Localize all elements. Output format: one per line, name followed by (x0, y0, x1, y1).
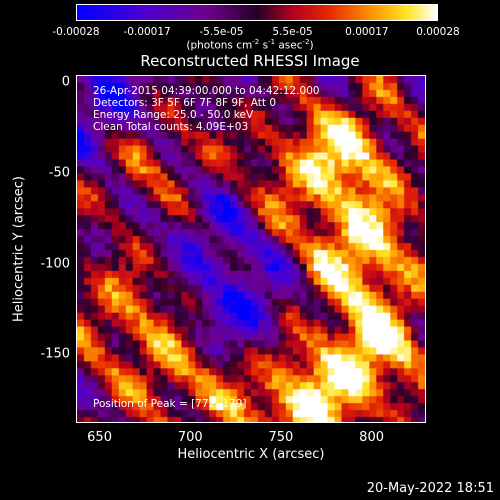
colorbar-tick-label: -0.00017 (123, 26, 171, 38)
y-tick-label: -50 (48, 165, 70, 181)
x-tick-label: 750 (268, 430, 294, 445)
chart-title: Reconstructed RHESSI Image (140, 52, 360, 70)
overlay-detectors: Detectors: 3F 5F 6F 7F 8F 9F, Att 0 (93, 97, 277, 109)
overlay-energy-range: Energy Range: 25.0 - 50.0 keV (93, 109, 254, 121)
colorbar-tick-label: -0.00028 (52, 26, 100, 38)
y-tick-label: -100 (40, 256, 70, 271)
y-axis-label: Heliocentric Y (arcsec) (11, 176, 27, 322)
x-tick-label: 650 (87, 430, 112, 445)
colorbar-tick-label: 5.5e-05 (272, 26, 313, 38)
plot-area: 26-Apr-2015 04:39:00.000 to 04:42:12.000… (76, 75, 426, 423)
heatmap-image (77, 76, 425, 422)
colorbar-tick-label: 0.00017 (345, 26, 389, 38)
colorbar (76, 4, 438, 21)
overlay-time-range: 26-Apr-2015 04:39:00.000 to 04:42:12.000 (93, 85, 320, 97)
overlay-peak-position: Position of Peak = [772,-179] (93, 398, 247, 410)
overlay-clean-counts: Clean Total counts: 4.09E+03 (93, 121, 249, 133)
x-tick-label: 800 (359, 430, 385, 445)
x-axis-label: Heliocentric X (arcsec) (177, 447, 325, 462)
colorbar-units: (photons cm-2 s-1 asec-2) (186, 38, 314, 52)
timestamp-footer: 20-May-2022 18:51 (366, 481, 494, 496)
colorbar-tick-label: -5.5e-05 (199, 26, 244, 38)
y-tick-label: -150 (40, 346, 70, 362)
y-tick-label: 0 (61, 74, 70, 90)
colorbar-tick-label: 0.00028 (416, 26, 460, 38)
x-tick-label: 700 (177, 430, 203, 445)
